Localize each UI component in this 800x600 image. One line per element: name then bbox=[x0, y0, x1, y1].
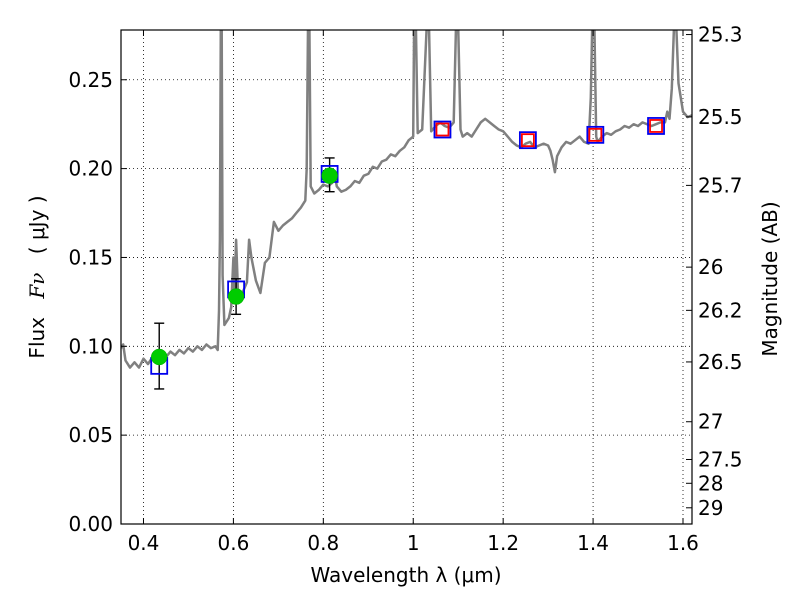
y-tick-label: 0.25 bbox=[68, 68, 113, 92]
mag-tick-label: 26.2 bbox=[698, 298, 743, 322]
x-tick-label: 1.2 bbox=[487, 531, 519, 555]
y-axis-title-text: Flux bbox=[25, 317, 49, 359]
y-tick-label: 0.05 bbox=[68, 423, 113, 447]
svg-text:Flux Fν ( μJy ): Flux Fν ( μJy ) bbox=[25, 195, 49, 358]
markers-layer bbox=[150, 117, 665, 390]
y-axis-title: Flux Fν ( μJy ) bbox=[25, 195, 49, 358]
x-tick-label: 1.6 bbox=[667, 531, 699, 555]
x-tick-label: 0.4 bbox=[128, 531, 160, 555]
x-tick-label: 0.8 bbox=[307, 531, 339, 555]
red-square-marker bbox=[649, 119, 663, 133]
mag-tick-label: 27.5 bbox=[698, 447, 743, 471]
mag-tick-label: 25.7 bbox=[698, 173, 743, 197]
observed-point bbox=[321, 167, 338, 184]
blue-square-marker bbox=[647, 117, 665, 135]
y-axis-title-symbol: Fν bbox=[25, 273, 49, 300]
plot-frame bbox=[120, 29, 693, 525]
spectrum-layer bbox=[121, 30, 692, 369]
mag-tick-label: 26 bbox=[698, 255, 723, 279]
mag-tick-label: 28 bbox=[698, 471, 723, 495]
y-axis-title-unit: ( μJy ) bbox=[25, 195, 49, 254]
observed-point bbox=[150, 348, 168, 366]
y-tick-label: 0.20 bbox=[68, 157, 113, 181]
y2-axis-title: Magnitude (AB) bbox=[758, 201, 782, 356]
red-square-marker bbox=[435, 122, 450, 137]
blue-square-marker bbox=[586, 125, 605, 144]
plot-background bbox=[121, 30, 692, 524]
mag-tick-label: 25.3 bbox=[698, 23, 743, 47]
blue-square-marker bbox=[518, 131, 537, 150]
red-square-marker bbox=[588, 127, 603, 142]
x-tick-label: 1 bbox=[407, 531, 420, 555]
ticks-layer: 0.4 0.6 0.8 1 1.2 1.4 1.6 0.00 0.05 0.10 0.15 0.20 0… bbox=[68, 23, 742, 555]
y-tick-label: 0.00 bbox=[68, 512, 113, 536]
x-tick-label: 1.4 bbox=[577, 531, 609, 555]
x-axis-title: Wavelength λ (μm) bbox=[310, 563, 501, 587]
y2-axis-title-text: Magnitude (AB) bbox=[758, 201, 782, 356]
spectrum-line bbox=[121, 30, 692, 369]
y-tick-label: 0.15 bbox=[68, 245, 113, 269]
y-tick-label: 0.10 bbox=[68, 334, 113, 358]
mag-tick-label: 25.5 bbox=[698, 105, 743, 129]
mag-tick-label: 27 bbox=[698, 410, 723, 434]
red-square-marker bbox=[520, 133, 535, 148]
mag-tick-label: 26.5 bbox=[698, 350, 743, 374]
observed-point bbox=[227, 288, 245, 305]
x-tick-label: 0.6 bbox=[217, 531, 249, 555]
mag-tick-label: 29 bbox=[698, 496, 723, 520]
blue-square-marker bbox=[433, 120, 452, 139]
